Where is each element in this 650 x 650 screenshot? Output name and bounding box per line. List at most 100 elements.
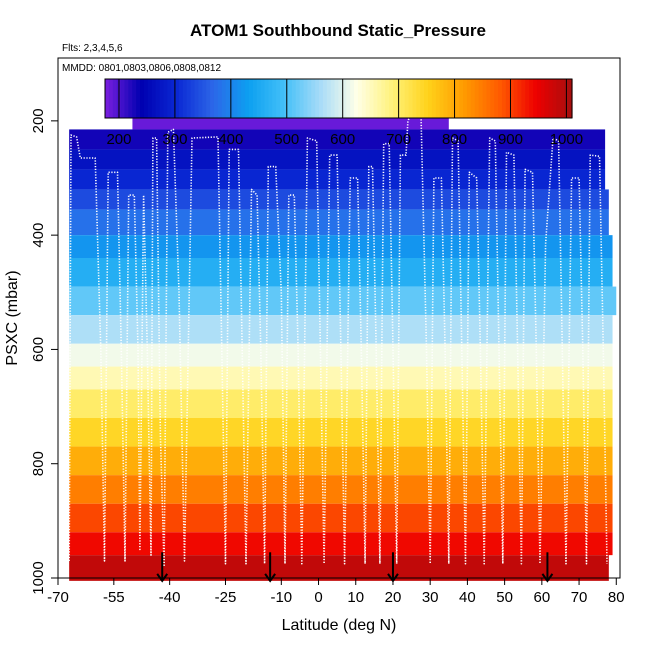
colorbar-cell-87 (443, 79, 449, 118)
colorbar-cell-101 (498, 79, 503, 118)
colorbar-cell-117 (560, 79, 565, 118)
colorbar-cell-94 (470, 79, 476, 118)
colorbar-cell-83 (428, 79, 433, 118)
y-axis: 200 400 600 800 1000 (30, 108, 58, 595)
colorbar-cell-6 (128, 79, 133, 118)
colorbar-cell-0 (105, 79, 110, 118)
colorbar-cell-20 (182, 79, 188, 118)
colorbar-cell-65 (357, 79, 363, 118)
colorbar-cell-34 (237, 79, 242, 118)
colorbar-tick-label-1: 300 (162, 131, 187, 148)
y-tick-label-4: 1000 (30, 561, 47, 594)
colorbar-cell-38 (252, 79, 258, 118)
colorbar-cell-88 (447, 79, 452, 118)
colorbar-cell-96 (478, 79, 484, 118)
colorbar-cell-37 (248, 79, 254, 118)
colorbar-cell-49 (295, 79, 301, 118)
pressure-band-7 (69, 258, 613, 287)
colorbar-cell-53 (311, 79, 316, 118)
colorbar-cell-61 (342, 79, 347, 118)
colorbar-cell-114 (548, 79, 554, 118)
colorbar-cell-2 (112, 79, 118, 118)
colorbar-cell-40 (260, 79, 266, 118)
x-tick-label-13: 80 (608, 589, 625, 606)
y-tick-label-3: 800 (30, 451, 47, 476)
colorbar-tick-lines (118, 79, 567, 118)
colorbar-cell-33 (233, 79, 238, 118)
colorbar-cell-22 (190, 79, 196, 118)
x-tick-label-1: -55 (103, 589, 125, 606)
x-tick-label-6: 10 (347, 589, 364, 606)
colorbar-cell-108 (525, 79, 530, 118)
pressure-band-6 (69, 235, 613, 258)
pressure-band-1 (69, 129, 606, 150)
colorbar-cell-23 (194, 79, 199, 118)
colorbar-cell-41 (264, 79, 270, 118)
y-tick-label-1: 400 (30, 223, 47, 248)
colorbar-cell-16 (167, 79, 172, 118)
colorbar-tick-label-2: 400 (218, 131, 243, 148)
colorbar-cell-32 (229, 79, 235, 118)
colorbar-cell-71 (381, 79, 386, 118)
x-tick-label-7: 20 (385, 589, 402, 606)
colorbar-cell-69 (373, 79, 379, 118)
x-tick-label-2: -40 (159, 589, 181, 606)
colorbar-cell-59 (334, 79, 340, 118)
x-tick-label-0: -70 (47, 589, 69, 606)
colorbar-cell-9 (140, 79, 145, 118)
colorbar-cell-50 (299, 79, 305, 118)
colorbar-cell-27 (210, 79, 215, 118)
colorbar-cell-36 (245, 79, 250, 118)
x-tick-label-5: 0 (314, 589, 322, 606)
chart-title: ATOM1 Southbound Static_Pressure (190, 21, 486, 40)
colorbar-cell-115 (552, 79, 558, 118)
colorbar-cell-102 (501, 79, 507, 118)
colorbar-cell-63 (350, 79, 355, 118)
colorbar-cell-76 (400, 79, 406, 118)
colorbar-cell-10 (143, 79, 149, 118)
x-tick-label-4: -10 (270, 589, 292, 606)
colorbar-cell-104 (509, 79, 515, 118)
colorbar-tick-label-4: 600 (330, 131, 355, 148)
x-tick-label-3: -25 (215, 589, 237, 606)
colorbar-cell-51 (303, 79, 308, 118)
colorbar-cell-68 (369, 79, 375, 118)
colorbar-cell-93 (466, 79, 472, 118)
colorbar-cell-62 (346, 79, 351, 118)
x-tick-label-12: 70 (571, 589, 588, 606)
pressure-band-2 (69, 149, 606, 170)
colorbar-cell-100 (494, 79, 499, 118)
x-axis: -70 -55 -40 -25 -10 0 10 20 30 40 50 60 70 80 (47, 578, 625, 606)
colorbar-cell-14 (159, 79, 164, 118)
colorbar-cell-57 (326, 79, 332, 118)
colorbar-cell-106 (517, 79, 523, 118)
x-tick-label-8: 30 (422, 589, 439, 606)
colorbar-cell-80 (416, 79, 421, 118)
colorbar-cell-86 (439, 79, 445, 118)
colorbar-frame (104, 78, 573, 119)
colorbar-cell-95 (474, 79, 480, 118)
dates-label: MMDD: 0801,0803,0806,0808,0812 (62, 63, 221, 74)
colorbar-cell-42 (268, 79, 273, 118)
colorbar-cell-44 (276, 79, 281, 118)
colorbar-cell-78 (408, 79, 414, 118)
colorbar-cell-74 (392, 79, 398, 118)
colorbar-cell-18 (175, 79, 180, 118)
colorbar-cell-89 (451, 79, 456, 118)
colorbar-cell-77 (404, 79, 410, 118)
colorbar-cell-110 (533, 79, 538, 118)
colorbar-tick-label-5: 700 (386, 131, 411, 148)
colorbar-cell-116 (556, 79, 561, 118)
colorbar-cell-67 (365, 79, 371, 118)
colorbar-cell-105 (513, 79, 519, 118)
colorbar-cell-85 (435, 79, 441, 118)
profile-marker-1 (264, 552, 276, 583)
colorbar-tick-label-0: 200 (106, 131, 131, 148)
colorbar-cell-58 (330, 79, 336, 118)
plot-frame (57, 57, 621, 579)
colorbar-cell-8 (136, 79, 141, 118)
pressure-band-13 (69, 418, 613, 447)
y-axis-label: PSXC (mbar) (4, 270, 21, 365)
colorbar-cell-79 (412, 79, 417, 118)
colorbar-cell-12 (151, 79, 157, 118)
